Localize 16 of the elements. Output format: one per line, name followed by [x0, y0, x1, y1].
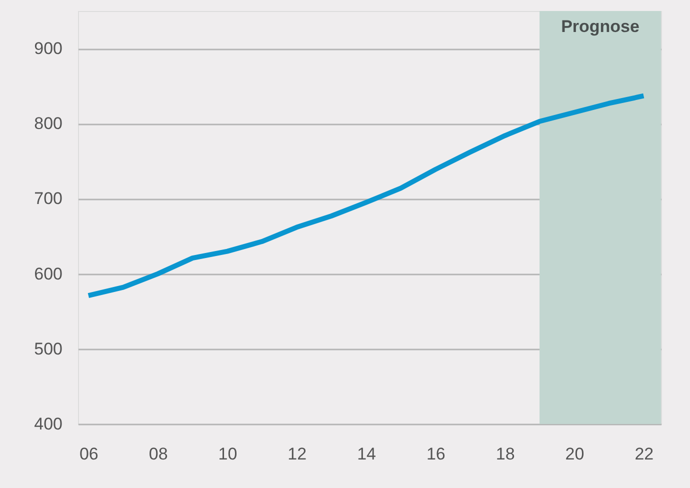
y-tick-label: 900: [34, 39, 62, 58]
x-tick-label: 22: [634, 444, 654, 464]
band-label: Prognose: [561, 17, 640, 36]
y-tick-label: 600: [34, 264, 62, 284]
x-tick-label: 08: [148, 444, 168, 464]
x-tick-label: 06: [79, 444, 98, 464]
y-tick-label: 800: [34, 114, 62, 134]
x-tick-label: 12: [288, 444, 307, 464]
x-tick-label: 18: [496, 444, 515, 464]
x-tick-label: 10: [218, 444, 238, 464]
y-tick-label: 700: [34, 189, 62, 208]
y-tick-label: 400: [34, 414, 62, 434]
y-tick-label: 500: [34, 339, 62, 358]
x-tick-label: 20: [565, 444, 584, 464]
x-tick-label: 16: [426, 444, 446, 464]
x-tick-label: 14: [357, 444, 376, 464]
